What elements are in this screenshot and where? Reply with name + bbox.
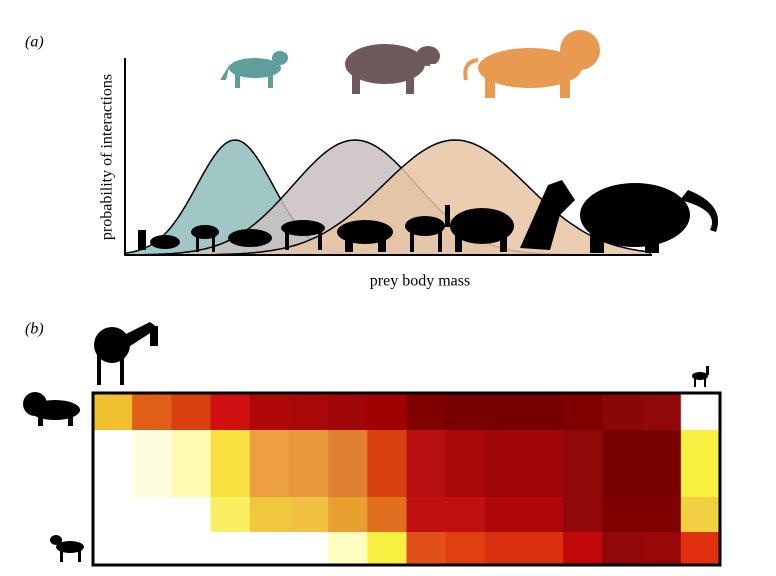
heatmap-cell [680, 497, 721, 532]
heatmap-cell [367, 532, 407, 565]
heatmap-cell [641, 393, 682, 430]
heatmap-cell [602, 430, 643, 497]
heatmap-cell [132, 532, 172, 565]
heatmap-cell [445, 430, 486, 497]
heatmap-cell [484, 532, 525, 565]
heatmap-cell [680, 393, 721, 430]
heatmap-cell [171, 532, 212, 565]
heatmap-cell [602, 393, 643, 430]
wolf-silhouette [220, 51, 288, 88]
lion-icon [23, 392, 80, 426]
heatmap-cell [524, 497, 564, 532]
heatmap-cell [406, 532, 447, 565]
heatmap-cell [602, 532, 643, 565]
x-axis-label: prey body mass [370, 273, 470, 290]
heatmap-cell [641, 532, 682, 565]
heatmap-cell [288, 497, 329, 532]
giraffe-silhouette [94, 322, 158, 385]
heatmap-cell [210, 430, 251, 497]
heatmap-cell [524, 532, 564, 565]
heatmap-cell [93, 497, 133, 532]
heatmap-cell [680, 430, 721, 497]
heatmap-cell [328, 393, 368, 430]
heatmap-cell [641, 497, 682, 532]
heatmap-cell [367, 430, 407, 497]
heatmap-cell [563, 430, 603, 497]
heatmap-cell [641, 430, 682, 497]
heatmap-cell [328, 532, 368, 565]
prey-silhouettes [138, 180, 719, 253]
heatmap-cell [563, 532, 603, 565]
panel-label: (b) [25, 321, 44, 338]
heatmap-cell [210, 532, 251, 565]
heatmap-cell [93, 532, 133, 565]
heatmap-cell [445, 532, 486, 565]
heatmap-cell [132, 497, 172, 532]
heatmap-cell [602, 497, 643, 532]
heatmap-cell [367, 497, 407, 532]
heatmap-border [91, 391, 722, 567]
heatmap-cell [328, 430, 368, 497]
heatmap [93, 393, 721, 565]
heatmap-cell [445, 393, 486, 430]
heatmap-cell [484, 497, 525, 532]
heatmap-cell [524, 430, 564, 497]
heatmap-cell [367, 393, 407, 430]
heatmap-cell [288, 393, 329, 430]
heatmap-cell [524, 393, 564, 430]
heatmap-cell [93, 393, 133, 430]
heatmap-cell [93, 430, 133, 497]
heatmap-cell [328, 497, 368, 532]
heatmap-cell [249, 497, 290, 532]
lion-silhouette [463, 30, 600, 98]
heatmap-cell [171, 430, 212, 497]
heatmap-cell [445, 497, 486, 532]
heatmap-cell [132, 393, 172, 430]
sabertooth-silhouette [345, 44, 440, 94]
heatmap-cell [171, 497, 212, 532]
heatmap-cell [249, 393, 290, 430]
dog-icon [50, 535, 84, 562]
heatmap-cell [484, 393, 525, 430]
heatmap-cell [288, 532, 329, 565]
heatmap-cell [563, 393, 603, 430]
heatmap-cell [406, 497, 447, 532]
heatmap-cell [288, 430, 329, 497]
heatmap-cell [132, 430, 172, 497]
heatmap-cell [563, 497, 603, 532]
y-axis-label: probability of interactions [99, 74, 116, 240]
heatmap-cell [249, 430, 290, 497]
heatmap-cell [484, 430, 525, 497]
heatmap-cell [249, 532, 290, 565]
heatmap-cell [210, 497, 251, 532]
gazelle-silhouette [692, 366, 709, 387]
panel-label: (a) [25, 34, 44, 51]
heatmap-cell [406, 430, 447, 497]
heatmap-cell [680, 532, 721, 565]
heatmap-cell [210, 393, 251, 430]
heatmap-cell [171, 393, 212, 430]
heatmap-cell [406, 393, 447, 430]
